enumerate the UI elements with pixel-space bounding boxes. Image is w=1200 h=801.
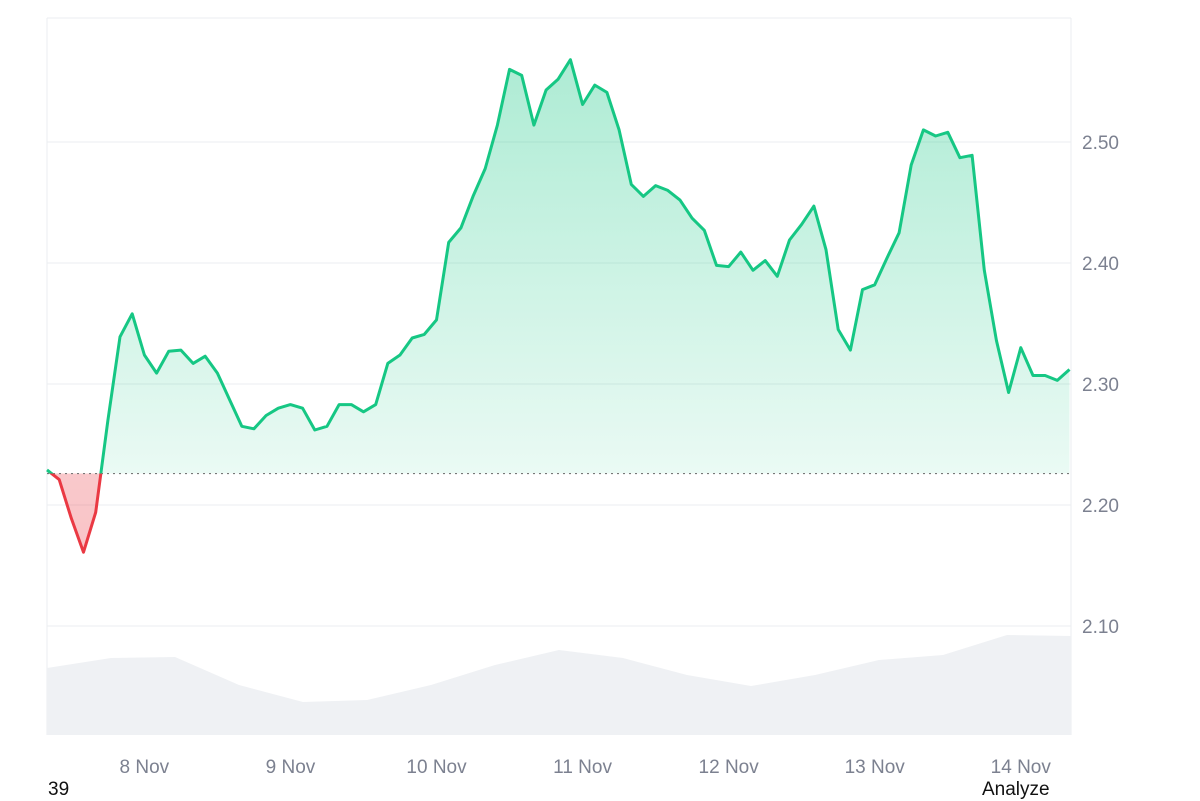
volume-area (47, 635, 1071, 735)
x-tick-label: 12 Nov (699, 757, 760, 778)
y-tick-label: 2.10 (1082, 617, 1119, 638)
y-tick-label: 2.50 (1082, 133, 1119, 154)
x-tick-label: 14 Nov (991, 757, 1052, 778)
x-tick-label: 9 Nov (266, 757, 316, 778)
analyze-link[interactable]: Analyze (982, 779, 1050, 801)
y-tick-label: 2.30 (1082, 375, 1119, 396)
price-area-up (47, 60, 1070, 553)
x-tick-label: 10 Nov (406, 757, 467, 778)
footer-left-text: 39 (48, 779, 69, 801)
x-tick-label: 13 Nov (845, 757, 906, 778)
y-tick-label: 2.40 (1082, 254, 1119, 275)
x-tick-label: 8 Nov (120, 757, 170, 778)
x-tick-label: 11 Nov (553, 757, 612, 778)
y-tick-label: 2.20 (1082, 496, 1119, 517)
